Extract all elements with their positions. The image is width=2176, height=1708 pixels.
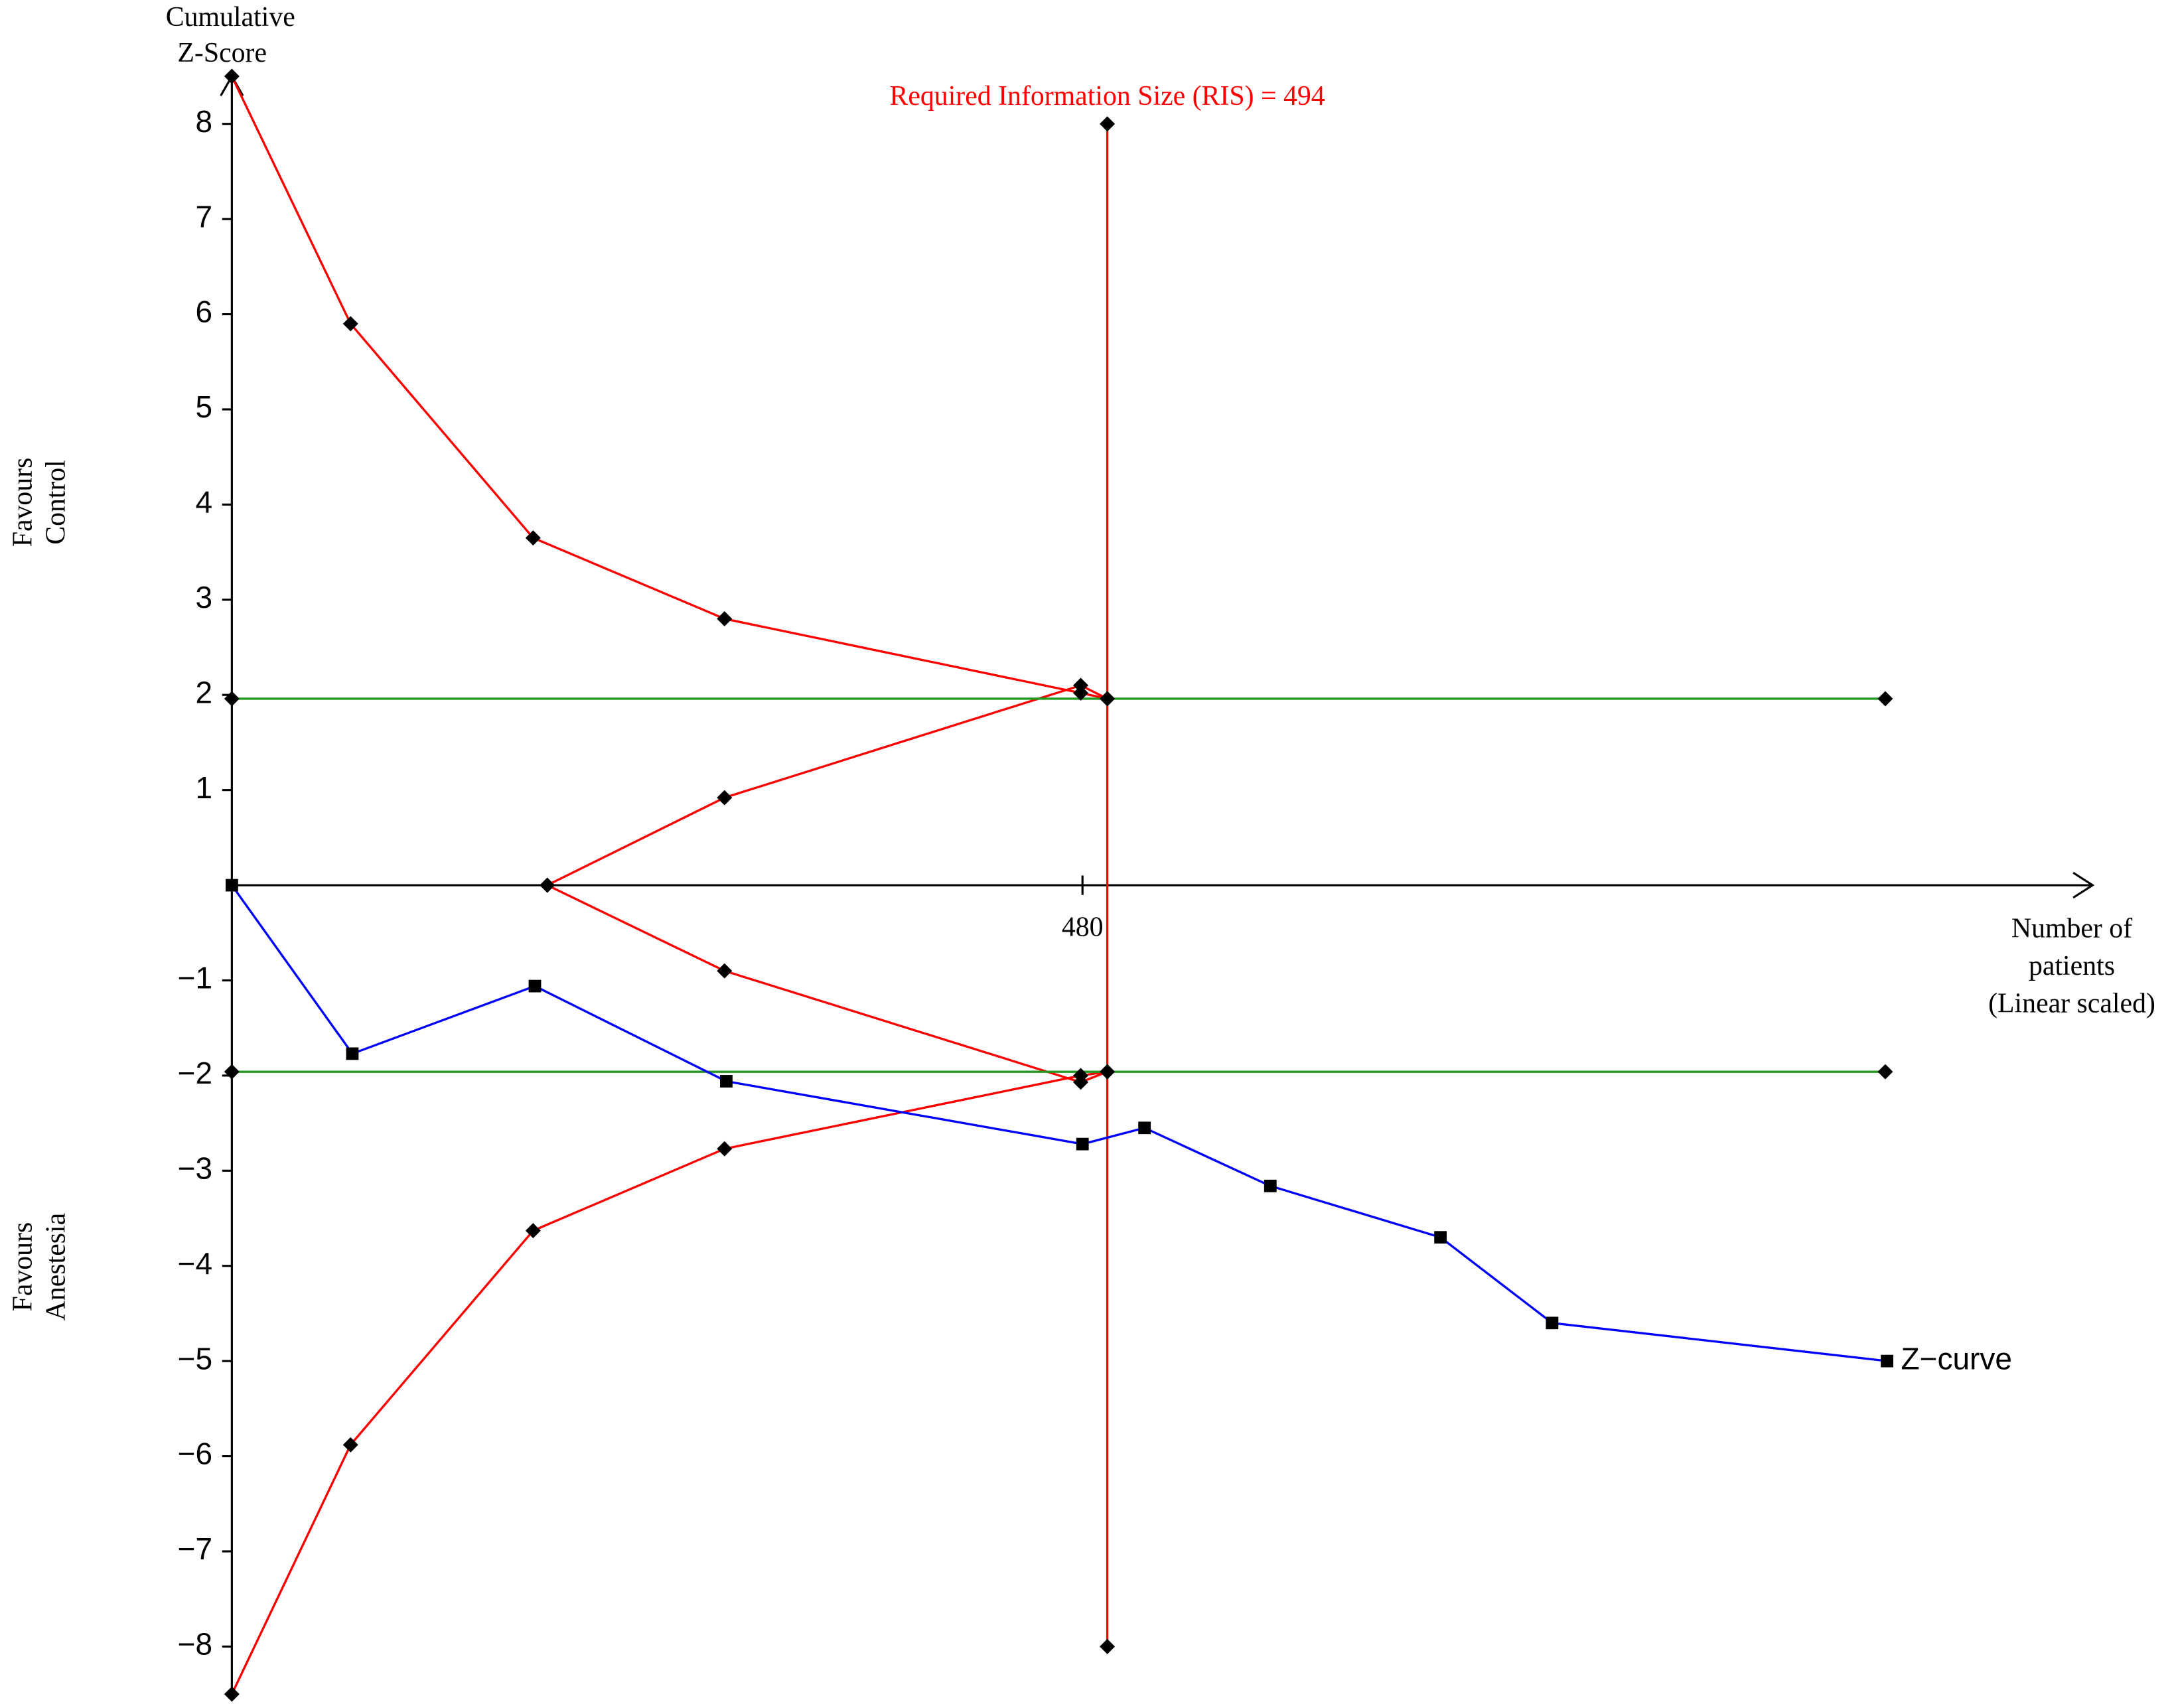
point-marker — [1138, 1121, 1151, 1135]
point-marker — [224, 68, 240, 84]
point-marker — [528, 979, 542, 993]
y-tick-label: 8 — [195, 104, 212, 139]
point-marker — [346, 1047, 359, 1060]
side-label-line: Control — [41, 460, 72, 545]
point-marker — [1073, 677, 1089, 693]
point-marker — [1100, 1064, 1116, 1080]
y-tick-label: 4 — [195, 485, 212, 520]
x-axis-label-line: Number of — [2011, 914, 2132, 944]
point-marker — [224, 1064, 240, 1080]
y-tick-label: −4 — [178, 1246, 212, 1281]
point-marker — [717, 610, 733, 626]
ris-annotation: Required Information Size (RIS) = 494 — [889, 81, 1325, 111]
point-marker — [1881, 1354, 1894, 1368]
side-label-line: Favours — [7, 458, 38, 547]
point-marker — [1877, 691, 1893, 707]
point-marker — [1100, 116, 1116, 132]
point-marker — [525, 1223, 541, 1239]
point-marker — [720, 1075, 733, 1088]
x-axis-label-line: (Linear scaled) — [1988, 989, 2155, 1019]
point-marker — [1546, 1317, 1559, 1330]
side-label-line: Anestesia — [41, 1213, 72, 1320]
point-marker — [1434, 1231, 1447, 1244]
y-tick-label: 2 — [195, 675, 212, 709]
series-line — [546, 884, 1108, 1084]
point-marker — [717, 790, 733, 806]
series-label: Z−curve — [1901, 1341, 2012, 1376]
y-tick-label: −7 — [178, 1531, 212, 1566]
y-tick-label: −3 — [178, 1151, 212, 1185]
point-marker — [1076, 1137, 1089, 1151]
point-marker — [342, 1437, 358, 1453]
y-axis-label-line: Cumulative — [166, 2, 295, 33]
point-marker — [525, 530, 541, 546]
series-line — [230, 76, 1108, 700]
point-marker — [224, 691, 240, 707]
side-label-line: Favours — [7, 1222, 38, 1312]
x-tick-label: 480 — [1062, 912, 1104, 943]
point-marker — [1877, 1064, 1893, 1080]
y-tick-label: −8 — [178, 1627, 212, 1662]
y-tick-label: 6 — [195, 295, 212, 329]
series-line — [231, 885, 1887, 1362]
y-tick-label: −5 — [178, 1341, 212, 1376]
point-marker — [225, 879, 238, 892]
y-tick-label: 1 — [195, 770, 212, 805]
y-tick-label: 3 — [195, 580, 212, 614]
y-tick-label: 7 — [195, 199, 212, 234]
point-marker — [342, 316, 358, 332]
point-marker — [717, 1141, 733, 1157]
point-marker — [1073, 1068, 1089, 1084]
series-line — [230, 1070, 1108, 1695]
y-tick-label: 5 — [195, 390, 212, 424]
y-tick-label: −6 — [178, 1437, 212, 1471]
point-marker — [224, 1686, 240, 1702]
point-marker — [1100, 1638, 1116, 1654]
point-marker — [1100, 691, 1116, 707]
y-axis-label-line: Z-Score — [177, 38, 267, 68]
y-tick-label: −1 — [178, 961, 212, 995]
y-tick-label: −2 — [178, 1056, 212, 1090]
point-marker — [717, 963, 733, 979]
series-line — [546, 684, 1108, 887]
point-marker — [1264, 1179, 1277, 1192]
x-axis-arrow — [2072, 871, 2095, 899]
x-axis-label-line: patients — [2029, 951, 2115, 981]
point-marker — [540, 877, 555, 893]
